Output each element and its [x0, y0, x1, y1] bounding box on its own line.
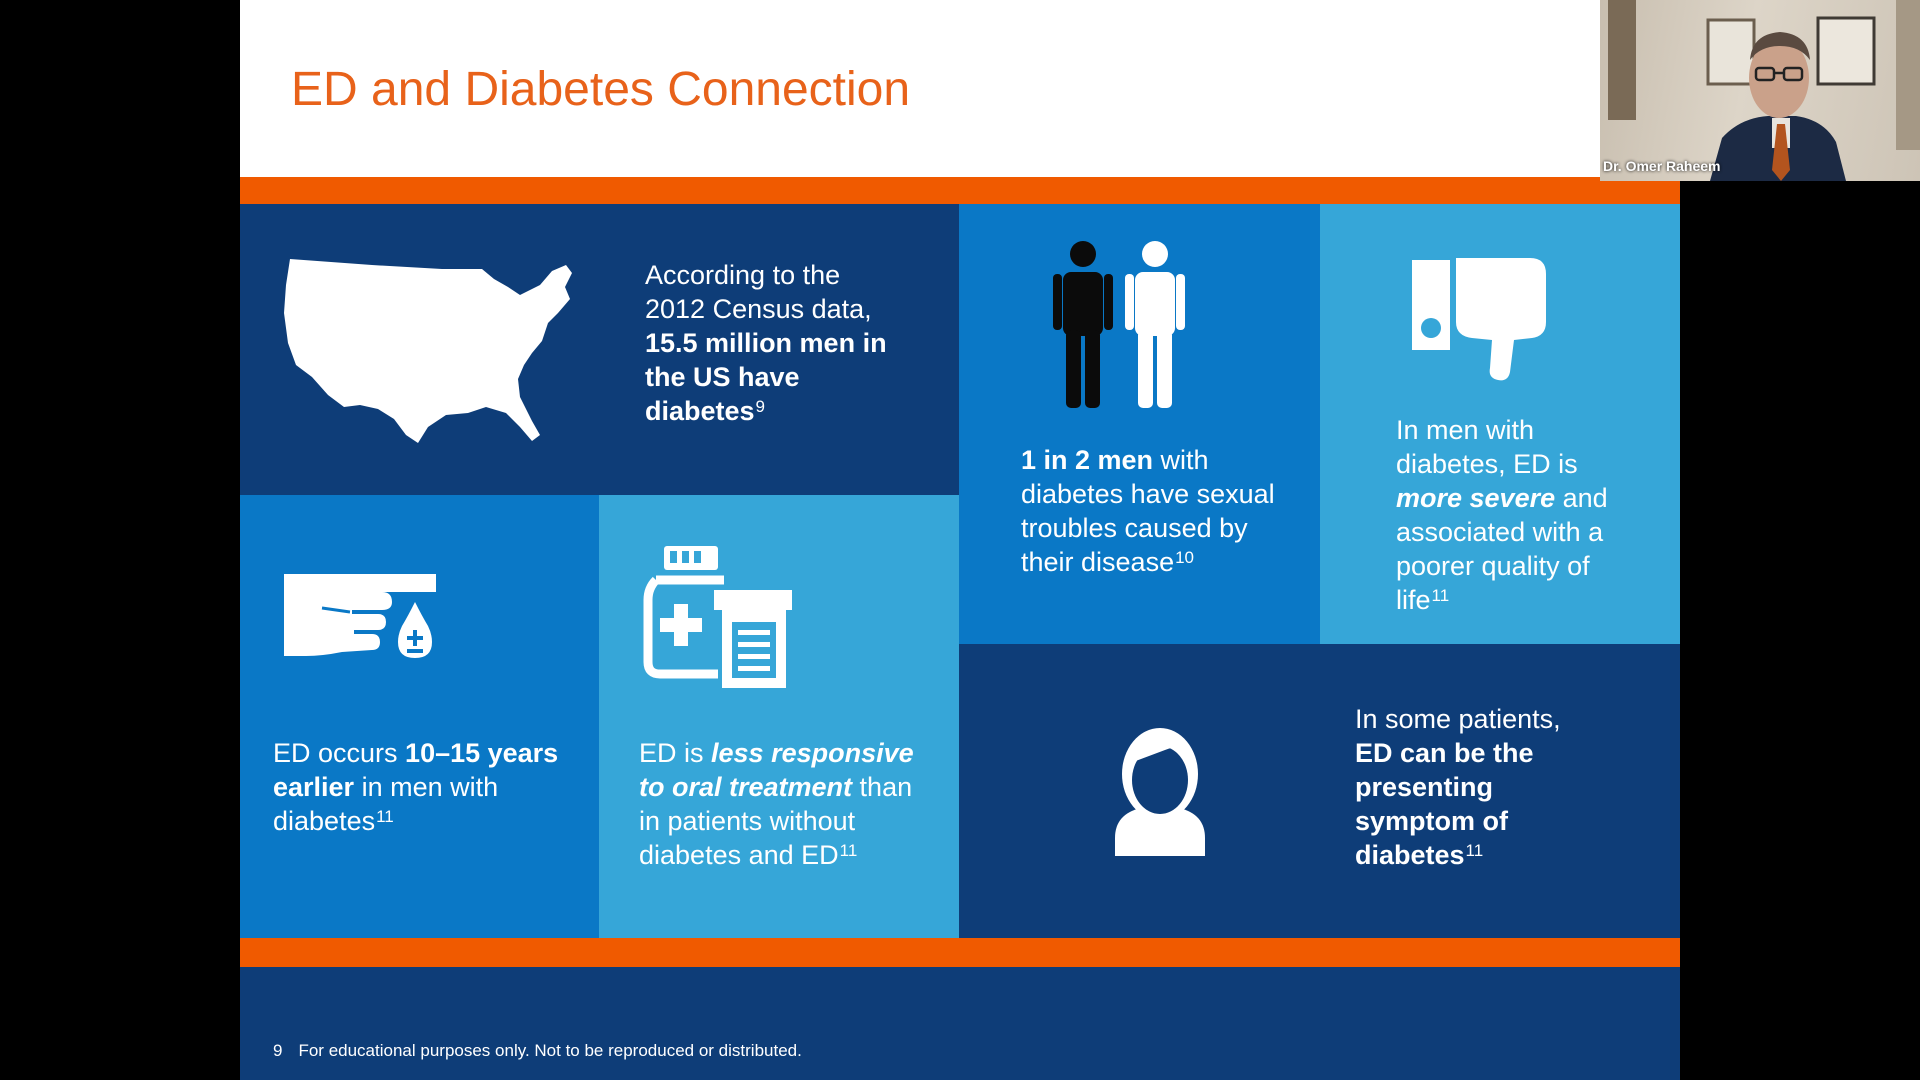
- presenting-tile: In some patients, ED can be the presenti…: [959, 644, 1680, 938]
- responsive-emphasis: less responsive: [711, 738, 914, 768]
- ratio-line: their disease: [1021, 547, 1175, 577]
- severity-line: In men with: [1396, 415, 1535, 445]
- earlier-line: in men with: [354, 772, 499, 802]
- presenting-line: In some patients,: [1355, 704, 1561, 734]
- ratio-tile: 1 in 2 men with diabetes have sexual tro…: [959, 204, 1320, 644]
- census-line: According to the: [645, 260, 841, 290]
- us-map-icon: [284, 259, 572, 443]
- presenting-bold: ED can be the: [1355, 738, 1534, 768]
- finger-blood-drop-icon: [284, 574, 436, 658]
- severity-line: life: [1396, 585, 1431, 615]
- presentation-slide: ED and Diabetes Connection According to …: [240, 0, 1680, 1080]
- bottom-orange-bar: [240, 938, 1680, 967]
- top-orange-bar: [240, 177, 1680, 204]
- census-bold: 15.5 million men in: [645, 328, 887, 358]
- census-bold: diabetes: [645, 396, 755, 426]
- census-tile: According to the 2012 Census data, 15.5 …: [240, 204, 959, 495]
- earlier-bold: earlier: [273, 772, 355, 802]
- thumbs-down-icon: [1412, 258, 1546, 381]
- two-men-icon: [1053, 241, 1185, 408]
- footer-band: [240, 967, 1680, 1080]
- reference-number: 10: [1175, 548, 1195, 567]
- reference-number: 11: [1431, 586, 1450, 605]
- patient-avatar-icon: [1115, 728, 1205, 856]
- reference-number: 11: [376, 807, 394, 826]
- responsive-line: in patients without: [639, 806, 856, 836]
- census-bold: the US have: [645, 362, 800, 392]
- slide-footer: 9 For educational purposes only. Not to b…: [273, 1041, 802, 1061]
- responsive-line: ED is: [639, 738, 712, 768]
- earlier-text: ED occurs 10–15 years earlier in men wit…: [273, 736, 558, 838]
- census-line: 2012 Census data,: [645, 294, 872, 324]
- severity-text: In men with diabetes, ED is more severe …: [1396, 413, 1608, 617]
- footer-text: For educational purposes only. Not to be…: [298, 1041, 802, 1060]
- ratio-text: 1 in 2 men with diabetes have sexual tro…: [1021, 443, 1275, 579]
- earlier-line: ED occurs: [273, 738, 406, 768]
- participant-name: Dr. Omer Raheem: [1603, 158, 1721, 174]
- responsive-emphasis: to oral treatment: [639, 772, 853, 802]
- ratio-bold: 1 in 2 men: [1021, 445, 1154, 475]
- earlier-bold: 10–15 years: [405, 738, 559, 768]
- presenting-bold: symptom of: [1355, 806, 1509, 836]
- ratio-line: diabetes have sexual: [1021, 479, 1275, 509]
- responsive-text: ED is less responsive to oral treatment …: [639, 736, 914, 872]
- severity-line: associated with a: [1396, 517, 1604, 547]
- ratio-line: with: [1153, 445, 1209, 475]
- medicine-bottle-icon: [643, 546, 792, 688]
- reference-number: 9: [755, 397, 766, 416]
- earlier-tile: ED occurs 10–15 years earlier in men wit…: [240, 495, 599, 938]
- responsive-line: diabetes and ED: [639, 840, 839, 870]
- wall-frame-icon: [1608, 0, 1920, 150]
- webcam-video-tile[interactable]: Dr. Omer Raheem: [1600, 0, 1920, 181]
- severity-line: diabetes, ED is: [1396, 449, 1578, 479]
- severity-line: poorer quality of: [1396, 551, 1590, 581]
- presenting-text: In some patients, ED can be the presenti…: [1355, 702, 1561, 872]
- ratio-line: troubles caused by: [1021, 513, 1248, 543]
- severity-emphasis: more severe: [1396, 483, 1556, 513]
- census-text: According to the 2012 Census data, 15.5 …: [645, 258, 887, 428]
- footer-number: 9: [273, 1041, 283, 1060]
- earlier-line: diabetes: [273, 806, 376, 836]
- reference-number: 11: [1465, 841, 1484, 860]
- responsive-tile: ED is less responsive to oral treatment …: [599, 495, 959, 938]
- presenting-bold: presenting: [1355, 772, 1494, 802]
- responsive-line: than: [852, 772, 913, 802]
- slide-title: ED and Diabetes Connection: [291, 63, 911, 116]
- severity-line: and: [1555, 483, 1608, 513]
- severity-tile: In men with diabetes, ED is more severe …: [1320, 204, 1680, 644]
- presenting-bold: diabetes: [1355, 840, 1465, 870]
- presenter-silhouette: [1710, 32, 1846, 181]
- reference-number: 11: [839, 841, 858, 860]
